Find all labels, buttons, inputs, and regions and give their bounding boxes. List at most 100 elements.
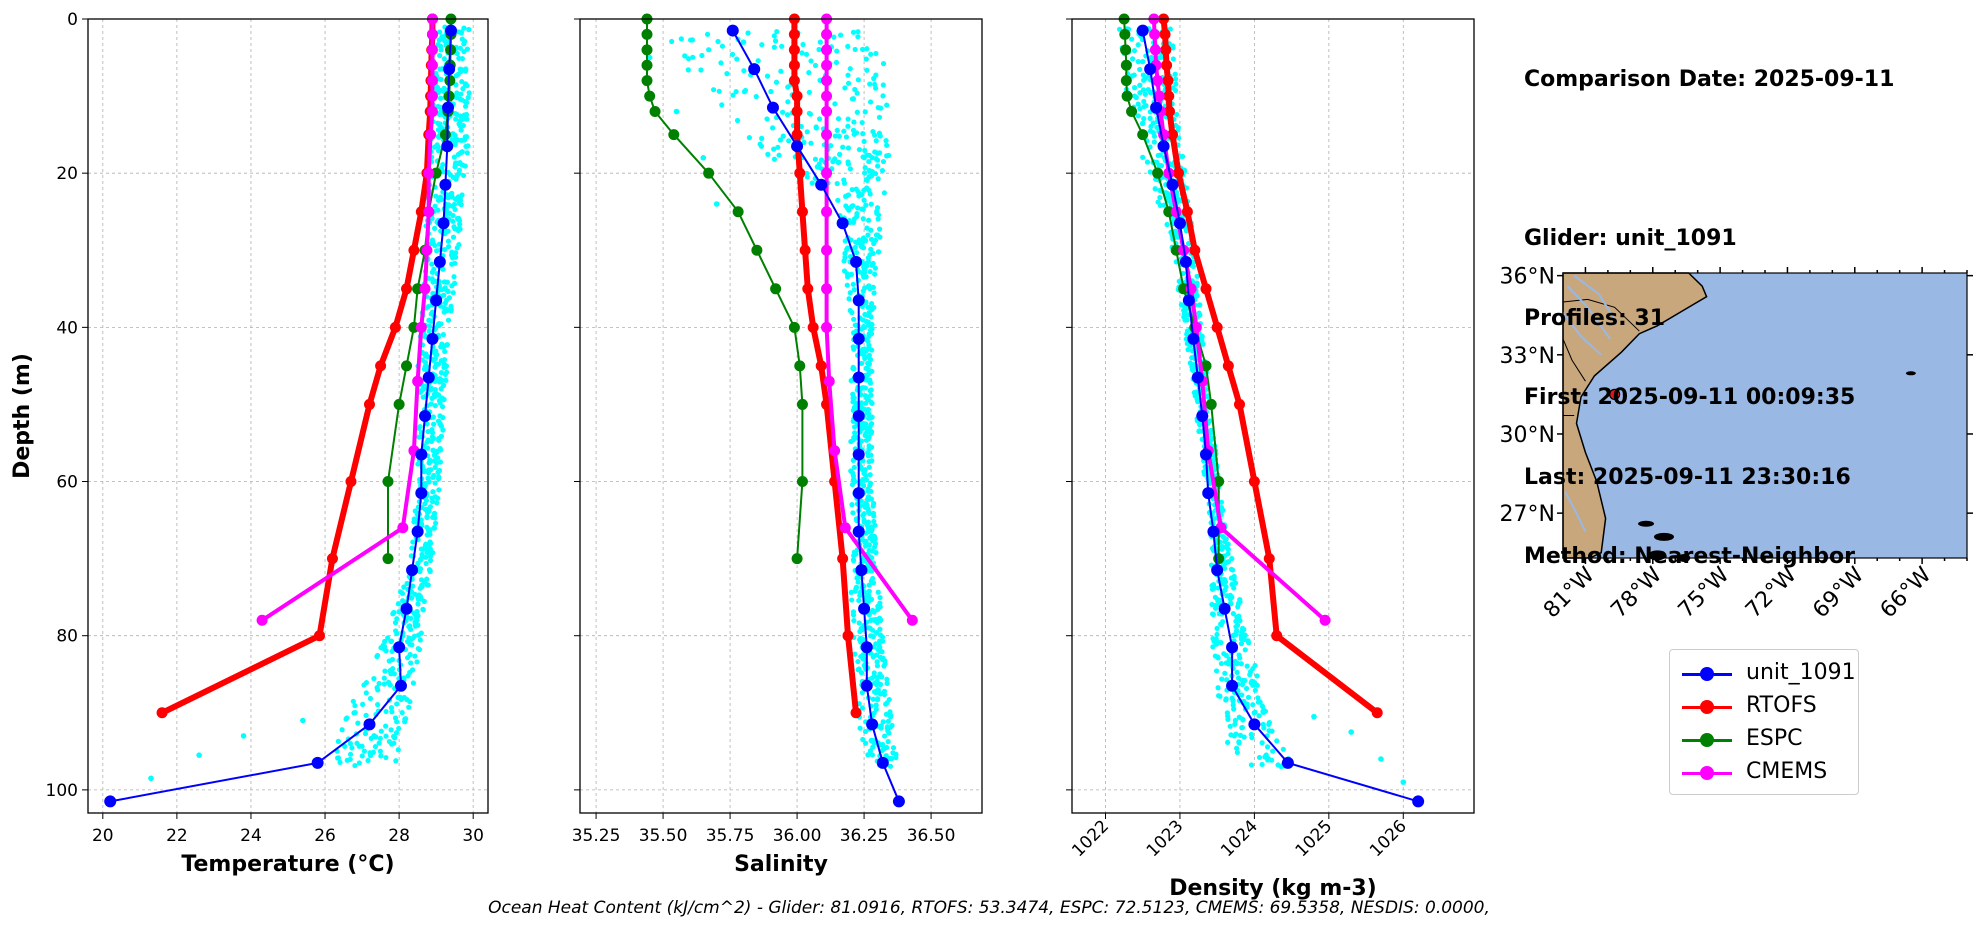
scatter-point — [874, 663, 881, 669]
scatter-point — [771, 146, 777, 152]
data-point — [855, 564, 868, 577]
scatter-point — [854, 250, 860, 256]
scatter-point — [437, 121, 443, 127]
scatter-point — [1252, 662, 1258, 669]
scatter-point — [862, 266, 868, 272]
data-point — [852, 525, 865, 538]
profile-panel-0: 0 20 40 60 80 100 20 22 24 26 28 30 Temperature (°C) — [46, 10, 489, 877]
data-point — [326, 553, 338, 565]
scatter-point — [863, 56, 869, 62]
scatter-point — [1348, 729, 1354, 735]
scatter-point — [457, 159, 463, 166]
scatter-point — [466, 26, 472, 33]
scatter-point — [1237, 597, 1243, 603]
data-point — [1149, 44, 1161, 56]
scatter-point — [438, 76, 444, 82]
scatter-point — [833, 59, 840, 66]
scatter-point — [457, 226, 463, 232]
scatter-point — [870, 607, 876, 614]
scatter-point — [850, 477, 856, 483]
scatter-point — [862, 165, 868, 171]
data-point — [1144, 63, 1157, 76]
scatter-point — [1140, 59, 1146, 65]
legend-label-rtofs: RTOFS — [1746, 693, 1817, 718]
data-point — [644, 90, 656, 102]
scatter-point — [868, 452, 874, 458]
scatter-point — [378, 728, 384, 734]
x-tick-label: 1026 — [1366, 816, 1411, 861]
scatter-point — [734, 117, 741, 124]
scatter-point — [860, 245, 867, 251]
data-point — [1167, 129, 1178, 141]
scatter-point — [877, 632, 884, 638]
last-time: Last: 2025-09-11 23:30:16 — [1524, 464, 1851, 490]
data-point — [439, 129, 451, 141]
scatter-point — [876, 646, 882, 652]
scatter-point — [875, 687, 881, 693]
scatter-point — [875, 606, 881, 613]
scatter-point — [392, 620, 399, 626]
scatter-point — [1239, 725, 1245, 731]
scatter-point — [461, 41, 467, 47]
scatter-point — [1236, 613, 1242, 619]
scatter-point — [861, 197, 867, 203]
scatter-point — [441, 36, 447, 42]
scatter-point — [441, 56, 447, 62]
scatter-point — [857, 593, 863, 599]
scatter-point — [404, 655, 411, 661]
scatter-point — [352, 702, 358, 709]
scatter-point — [1400, 779, 1407, 785]
scatter-point — [804, 129, 810, 135]
scatter-point — [715, 38, 721, 45]
scatter-point — [424, 576, 430, 582]
scatter-point — [866, 158, 872, 165]
scatter-point — [777, 137, 784, 143]
scatter-point — [733, 89, 739, 95]
scatter-point — [383, 723, 389, 729]
scatter-point — [877, 594, 883, 601]
scatter-point — [862, 728, 869, 735]
axes-frame — [1071, 18, 1475, 814]
data-point — [1202, 487, 1215, 500]
scatter-point — [889, 755, 895, 762]
scatter-point — [445, 39, 451, 45]
scatter-point — [724, 71, 730, 77]
data-point — [649, 106, 661, 118]
y-axis-label: Depth (m) — [10, 353, 35, 479]
scatter-point — [867, 356, 874, 363]
scatter-point — [685, 67, 691, 73]
data-point — [1161, 59, 1173, 71]
scatter-point — [1214, 631, 1220, 638]
scatter-point — [445, 288, 451, 295]
legend-marker-glider — [1700, 667, 1714, 681]
data-point — [1200, 283, 1212, 295]
data-point — [1120, 59, 1132, 71]
scatter-point — [729, 51, 736, 57]
scatter-point — [866, 345, 872, 351]
scatter-point — [408, 636, 414, 642]
x-tick-label: 36.00 — [773, 826, 822, 846]
scatter-point — [698, 67, 704, 73]
scatter-point — [434, 248, 440, 254]
scatter-point — [410, 539, 416, 545]
scatter-point — [869, 155, 875, 161]
scatter-point — [851, 617, 857, 624]
data-point — [821, 75, 833, 87]
scatter-point — [1215, 654, 1221, 660]
scatter-point — [436, 435, 442, 442]
scatter-point — [448, 308, 454, 314]
data-point — [426, 28, 438, 40]
scatter-point — [434, 84, 440, 90]
scatter-point — [881, 190, 887, 196]
scatter-point — [854, 90, 860, 96]
scatter-point — [460, 122, 466, 129]
scatter-point — [780, 109, 786, 115]
scatter-point — [862, 147, 868, 153]
scatter-point — [449, 203, 455, 209]
scatter-point — [1140, 120, 1146, 126]
scatter-point — [401, 584, 407, 590]
scatter-point — [866, 434, 872, 440]
scatter-point — [431, 421, 437, 427]
scatter-point — [461, 25, 467, 31]
data-point — [852, 371, 865, 384]
